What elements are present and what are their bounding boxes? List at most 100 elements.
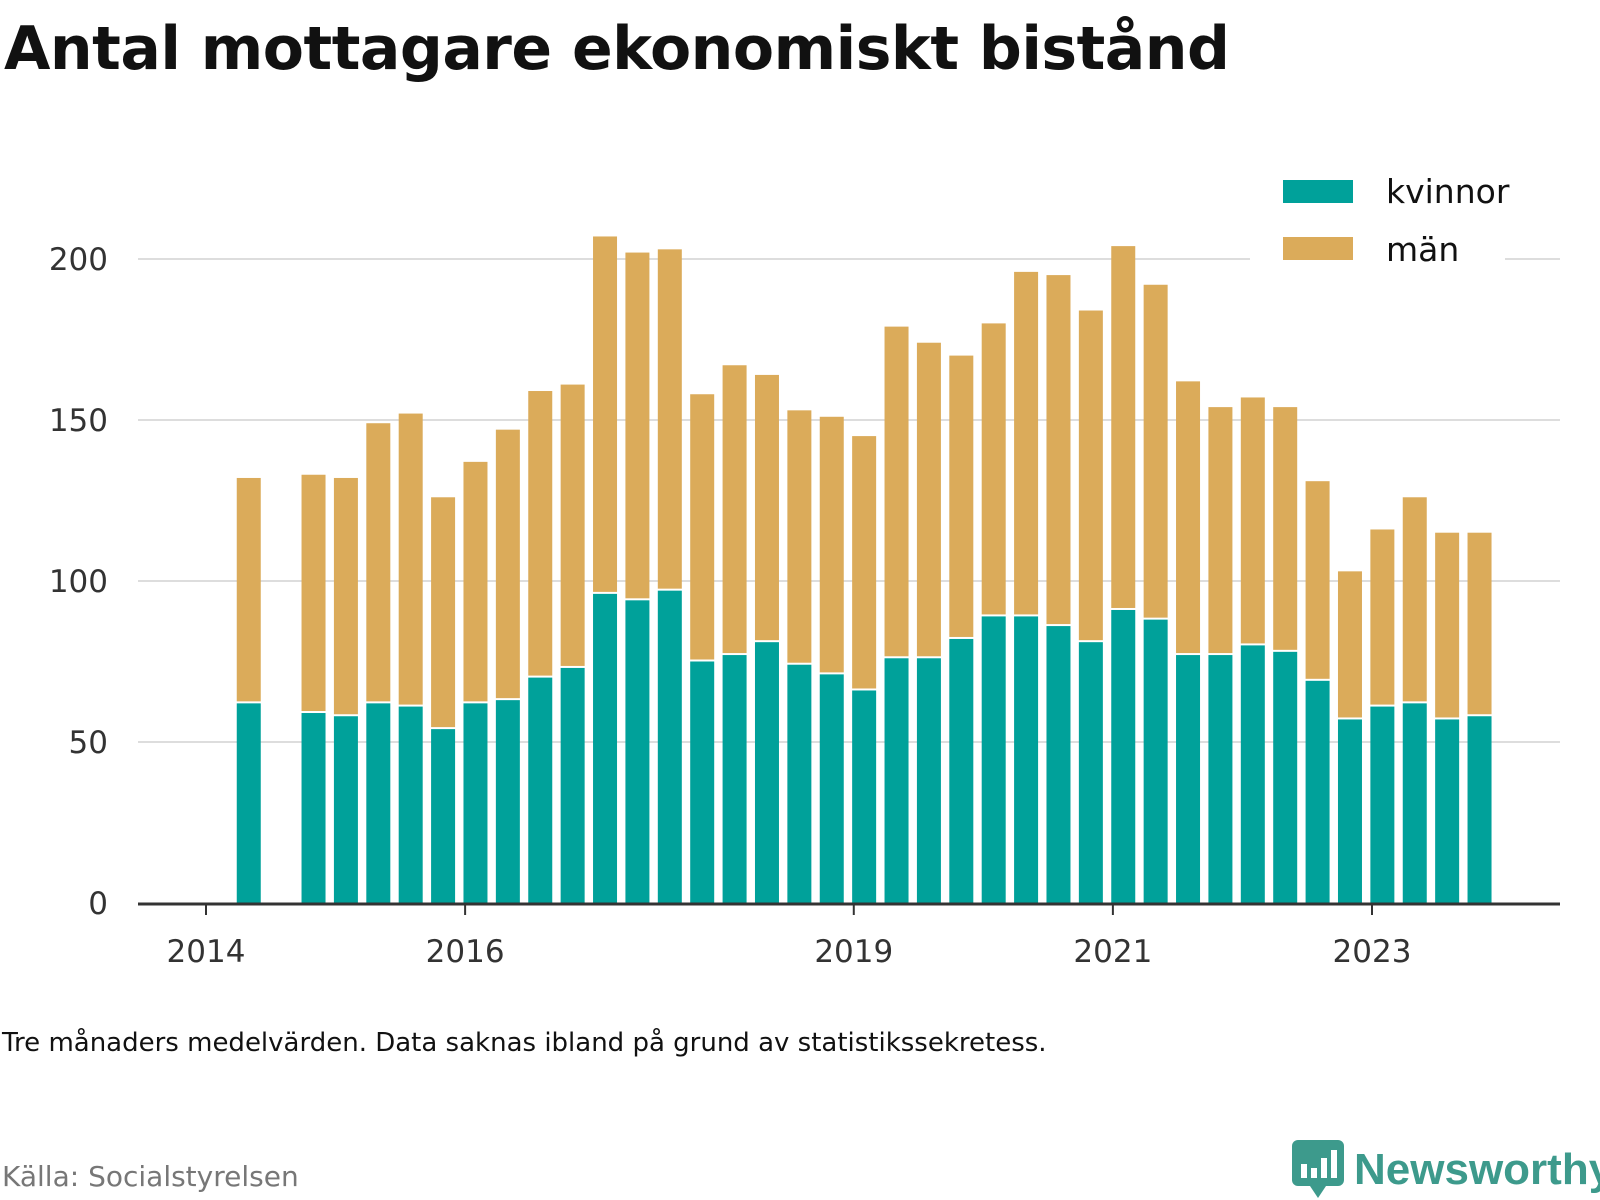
bar-segment-man [560, 384, 585, 666]
chart-title: Antal mottagare ekonomiskt bistånd [4, 14, 1230, 84]
source-label: Källa: Socialstyrelsen [2, 1160, 299, 1193]
bar-segment-kvinnor [1014, 616, 1039, 903]
bar-segment-man [1046, 275, 1071, 625]
bar-segment-kvinnor [787, 664, 812, 903]
bar-segment-kvinnor [690, 661, 715, 903]
bar-segment-man [787, 410, 812, 663]
bar-segment-kvinnor [1337, 719, 1362, 903]
bar-segment-man [528, 391, 553, 676]
bar-segment-kvinnor [754, 642, 779, 903]
bar-segment-kvinnor [1273, 651, 1298, 903]
bar-segment-kvinnor [1046, 626, 1071, 903]
bar-segment-man [593, 236, 618, 592]
bar-segment-kvinnor [1435, 719, 1460, 903]
bar-segment-kvinnor [1208, 655, 1233, 903]
y-tick-label: 100 [49, 564, 108, 600]
bar-segment-man [1176, 381, 1201, 654]
bar-segment-kvinnor [431, 729, 456, 903]
bar-segment-man [754, 374, 779, 641]
bar-segment-kvinnor [366, 703, 391, 903]
bar-segment-kvinnor [463, 703, 488, 903]
bar-segment-kvinnor [1240, 645, 1265, 903]
chart-note: Tre månaders medelvärden. Data saknas ib… [2, 1028, 1047, 1058]
bar-segment-kvinnor [1370, 706, 1395, 903]
bar-segment-kvinnor [1467, 716, 1492, 903]
bar-segment-man [1111, 246, 1136, 608]
newsworthy-logo-icon [1292, 1140, 1344, 1198]
x-axis-ticks: 2014 2016 2019 2021 2023 [167, 903, 1412, 970]
bar-segment-kvinnor [333, 716, 358, 903]
bar-segment-man [366, 423, 391, 702]
y-tick-label: 50 [69, 725, 108, 761]
bar-segment-kvinnor [916, 658, 941, 903]
bar-segment-man [1370, 529, 1395, 705]
y-axis-ticks: 0 50 100 150 200 [49, 242, 108, 922]
x-tick-label: 2019 [814, 934, 893, 970]
bar-segment-man [1143, 284, 1168, 618]
bar-segment-man [398, 413, 423, 705]
bar-segment-kvinnor [1078, 642, 1103, 903]
bar-segment-kvinnor [657, 590, 682, 903]
brand-logo: Newsworthy [1292, 1140, 1600, 1200]
stacked-bar-chart: 0 50 100 150 200 2014 2016 2019 2021 2023 kvinno… [49, 172, 1560, 970]
bar-segment-kvinnor [1111, 609, 1136, 903]
legend-label-kvinnor: kvinnor [1386, 172, 1510, 211]
bar-segment-man [1435, 532, 1460, 718]
bar-segment-man [301, 474, 326, 712]
bar-segment-man [431, 497, 456, 728]
brand-name: Newsworthy [1354, 1145, 1600, 1194]
bar-segment-man [1467, 532, 1492, 715]
y-tick-label: 150 [49, 403, 108, 439]
bar-segment-kvinnor [722, 655, 747, 903]
bar-segment-man [657, 249, 682, 589]
bar-segment-man [1240, 397, 1265, 644]
bar-segment-man [1208, 407, 1233, 654]
bar-segment-kvinnor [625, 600, 650, 903]
bar-segment-man [916, 342, 941, 657]
legend: kvinnor män [1250, 172, 1510, 269]
bar-segment-man [1014, 271, 1039, 615]
bar-segment-kvinnor [593, 593, 618, 903]
bar-segment-man [852, 436, 877, 689]
bar-segment-kvinnor [301, 713, 326, 903]
bar-segment-man [625, 252, 650, 599]
bar-segment-man [495, 429, 520, 699]
bar-segment-kvinnor [819, 674, 844, 903]
bar-segment-man [819, 416, 844, 673]
bar-segment-man [1337, 571, 1362, 718]
bar-segment-kvinnor [236, 703, 261, 903]
x-tick-label: 2014 [167, 934, 246, 970]
bar-segment-man [463, 461, 488, 702]
y-tick-label: 200 [49, 242, 108, 278]
bar-segment-man [1078, 310, 1103, 641]
bar-segment-kvinnor [884, 658, 909, 903]
bar-segment-kvinnor [560, 667, 585, 903]
x-tick-label: 2023 [1333, 934, 1412, 970]
bar-segment-man [722, 365, 747, 654]
legend-label-man: män [1386, 230, 1459, 269]
bar-segment-man [949, 355, 974, 637]
bar-segment-kvinnor [949, 638, 974, 903]
bar-segment-kvinnor [1176, 655, 1201, 903]
bars [236, 236, 1492, 903]
bar-segment-man [333, 477, 358, 715]
bar-segment-kvinnor [1402, 703, 1427, 903]
bar-segment-man [1402, 497, 1427, 702]
bar-segment-kvinnor [852, 690, 877, 903]
x-tick-label: 2021 [1073, 934, 1152, 970]
bar-segment-man [690, 394, 715, 660]
bar-segment-kvinnor [495, 700, 520, 903]
legend-swatch-man [1283, 237, 1353, 260]
legend-swatch-kvinnor [1283, 180, 1353, 203]
bar-segment-man [884, 326, 909, 657]
bar-segment-man [981, 323, 1006, 615]
bar-segment-man [1305, 481, 1330, 679]
bar-segment-kvinnor [398, 706, 423, 903]
bar-segment-kvinnor [528, 677, 553, 903]
bar-segment-kvinnor [1143, 619, 1168, 903]
x-tick-label: 2016 [426, 934, 505, 970]
bar-segment-kvinnor [981, 616, 1006, 903]
bar-segment-kvinnor [1305, 680, 1330, 903]
y-tick-label: 0 [88, 886, 108, 922]
bar-segment-man [236, 477, 261, 702]
